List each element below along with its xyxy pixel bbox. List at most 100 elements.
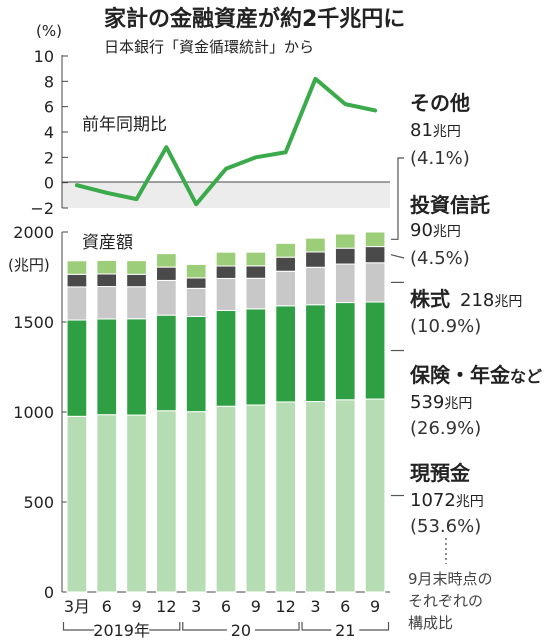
chart-title: 家計の金融資産が約2千兆円に <box>104 6 405 32</box>
legend: その他 81兆円 (4.1%) 投資信託 90兆円 (4.5%) 株式 218兆円 (10.9… <box>390 91 542 537</box>
bar-segment-insurance <box>245 308 267 406</box>
bar-segment-stocks <box>334 263 356 304</box>
bar-segment-other <box>245 251 267 267</box>
note-line: それぞれの <box>408 592 483 610</box>
x-tick-label: 9 <box>370 597 380 616</box>
year-bracket <box>301 622 332 631</box>
bar-segment-cash <box>66 415 88 593</box>
bar-y-tick-label: 1500 <box>13 313 54 332</box>
bar-segment-cash <box>334 399 356 593</box>
bar-segment-other <box>275 242 296 258</box>
legend-connector <box>390 157 404 240</box>
bar-segment-trusts <box>334 247 356 265</box>
bar-segment-other <box>334 233 356 249</box>
x-tick-label: 9 <box>131 597 141 616</box>
bar-segment-stocks <box>156 279 177 316</box>
legend-amount-trusts: 90兆円 <box>410 220 461 241</box>
year-bracket <box>359 622 390 631</box>
year-label: 20 <box>231 621 251 640</box>
year-bracket <box>182 622 227 631</box>
bar-segment-insurance <box>126 318 147 416</box>
bar-segment-insurance <box>305 304 326 403</box>
line-y-tick-label: 6 <box>44 98 54 117</box>
line-y-tick-label: −2 <box>30 199 54 218</box>
x-tick-label: 3 <box>310 597 320 616</box>
bar-segment-insurance <box>66 319 88 417</box>
legend-name-trusts: 投資信託 <box>410 193 490 217</box>
legend-name-insurance: 保険・年金など <box>409 363 542 387</box>
bar-y-tick-label: 1000 <box>13 403 54 422</box>
legend-connector <box>390 254 405 259</box>
bar-segment-trusts <box>126 273 147 288</box>
line-chart: (%) 前年同期比 10 8 6 4 2 0 −2 <box>30 22 390 218</box>
bar-segment-stocks <box>66 286 88 321</box>
line-y-tick-label: 0 <box>44 174 54 193</box>
bar-segment-trusts <box>245 265 267 279</box>
year-bracket <box>62 622 95 631</box>
note-line: 構成比 <box>408 614 453 632</box>
bar-segment-insurance <box>334 302 356 401</box>
bar-segment-trusts <box>275 256 296 272</box>
legend-amount-cash: 1072兆円 <box>410 490 484 511</box>
line-y-tick-label: 8 <box>44 72 54 91</box>
legend-share-other: (4.1%) <box>410 148 470 169</box>
bar-segment-cash <box>185 411 207 593</box>
x-tick-label: 12 <box>275 597 295 616</box>
bar-segment-other <box>126 260 147 275</box>
bar-segment-cash <box>364 398 386 593</box>
year-label: 2019年 <box>93 621 150 640</box>
bar-segment-other <box>96 259 118 275</box>
x-tick-label: 3月 <box>64 597 90 616</box>
line-chart-unit: (%) <box>36 22 62 40</box>
x-tick-label: 6 <box>221 597 231 616</box>
bar-series-label: 資産額 <box>82 233 133 253</box>
legend-name-cash: 現預金 <box>410 461 471 485</box>
bar-segment-stocks <box>96 286 118 320</box>
bar-y-tick-label: 500 <box>23 493 54 512</box>
bar-segment-cash <box>96 414 118 593</box>
bar-segment-insurance <box>275 305 296 403</box>
bar-segment-cash <box>245 404 267 593</box>
line-series-path <box>74 76 378 207</box>
bar-segment-stocks <box>215 277 237 311</box>
legend-share-trusts: (4.5%) <box>410 248 470 269</box>
legend-share-insurance: (26.9%) <box>410 418 481 439</box>
legend-share-cash: (53.6%) <box>410 516 481 537</box>
chart-subtitle: 日本銀行「資金循環統計」から <box>104 38 314 56</box>
year-bracket <box>149 622 181 631</box>
bar-segment-cash <box>126 414 147 593</box>
year-label: 21 <box>335 621 355 640</box>
bar-segment-other <box>364 231 386 248</box>
line-y-tick-label: 10 <box>34 47 54 66</box>
x-tick-label: 12 <box>156 597 176 616</box>
note-line: 9月末時点の <box>408 570 493 588</box>
bar-segment-trusts <box>215 265 237 279</box>
bar-segment-other <box>156 253 177 268</box>
legend-amount-stocks: 218兆円 <box>460 290 522 311</box>
bar-y-tick-label: 0 <box>44 583 54 602</box>
legend-share-stocks: (10.9%) <box>410 316 481 337</box>
legend-name-other: その他 <box>410 91 470 115</box>
bar-segment-trusts <box>66 273 88 288</box>
bar-chart-unit: (兆円) <box>8 256 50 274</box>
bar-segment-cash <box>275 401 296 593</box>
bar-segment-trusts <box>96 273 118 288</box>
line-y-tick-label: 2 <box>44 148 54 167</box>
bar-segment-stocks <box>305 266 326 306</box>
x-tick-label: 9 <box>251 597 261 616</box>
bar-segment-trusts <box>305 251 326 268</box>
bar-segment-other <box>305 237 326 253</box>
bar-segment-insurance <box>96 318 118 416</box>
year-bracket <box>254 622 300 631</box>
composition-note: 9月末時点の それぞれの 構成比 <box>408 538 493 632</box>
bar-segment-stocks <box>275 270 296 307</box>
bar-segment-insurance <box>215 309 237 407</box>
line-series-label: 前年同期比 <box>82 115 167 135</box>
bar-segment-cash <box>215 405 237 593</box>
bar-segment-stocks <box>126 286 147 320</box>
line-y-tick-label: 4 <box>44 123 54 142</box>
legend-suffix: など <box>510 367 542 386</box>
legend-amount-insurance: 539兆円 <box>410 392 472 413</box>
bar-segment-stocks <box>245 277 267 310</box>
